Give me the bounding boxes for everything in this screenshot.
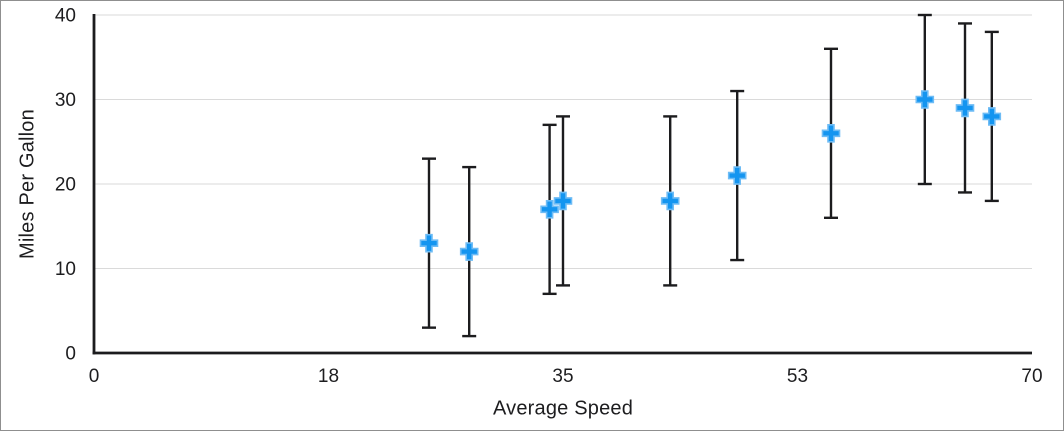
data-point-marker	[982, 107, 1002, 126]
data-point-marker	[821, 124, 841, 143]
x-tick-label: 0	[89, 366, 100, 387]
x-tick-label: 53	[787, 366, 808, 387]
y-axis-title: Miles Per Gallon	[16, 109, 39, 259]
x-tick-label: 35	[552, 366, 573, 387]
data-point-marker	[553, 191, 573, 211]
data-point-marker	[419, 233, 439, 253]
x-axis-title: Average Speed	[492, 397, 634, 420]
y-tick-label: 10	[55, 259, 76, 280]
y-tick-label: 30	[55, 90, 76, 111]
y-tick-label: 0	[65, 344, 76, 365]
data-point-marker	[540, 200, 559, 219]
x-tick-label: 70	[1021, 366, 1042, 387]
data-point-marker	[660, 191, 680, 211]
y-tick-label: 20	[55, 175, 76, 196]
data-point-marker	[727, 166, 747, 185]
data-point-marker	[459, 242, 479, 261]
y-tick-label: 40	[55, 6, 76, 27]
x-tick-label: 18	[318, 366, 339, 387]
data-point-marker	[955, 98, 975, 118]
data-point-marker	[915, 90, 935, 109]
